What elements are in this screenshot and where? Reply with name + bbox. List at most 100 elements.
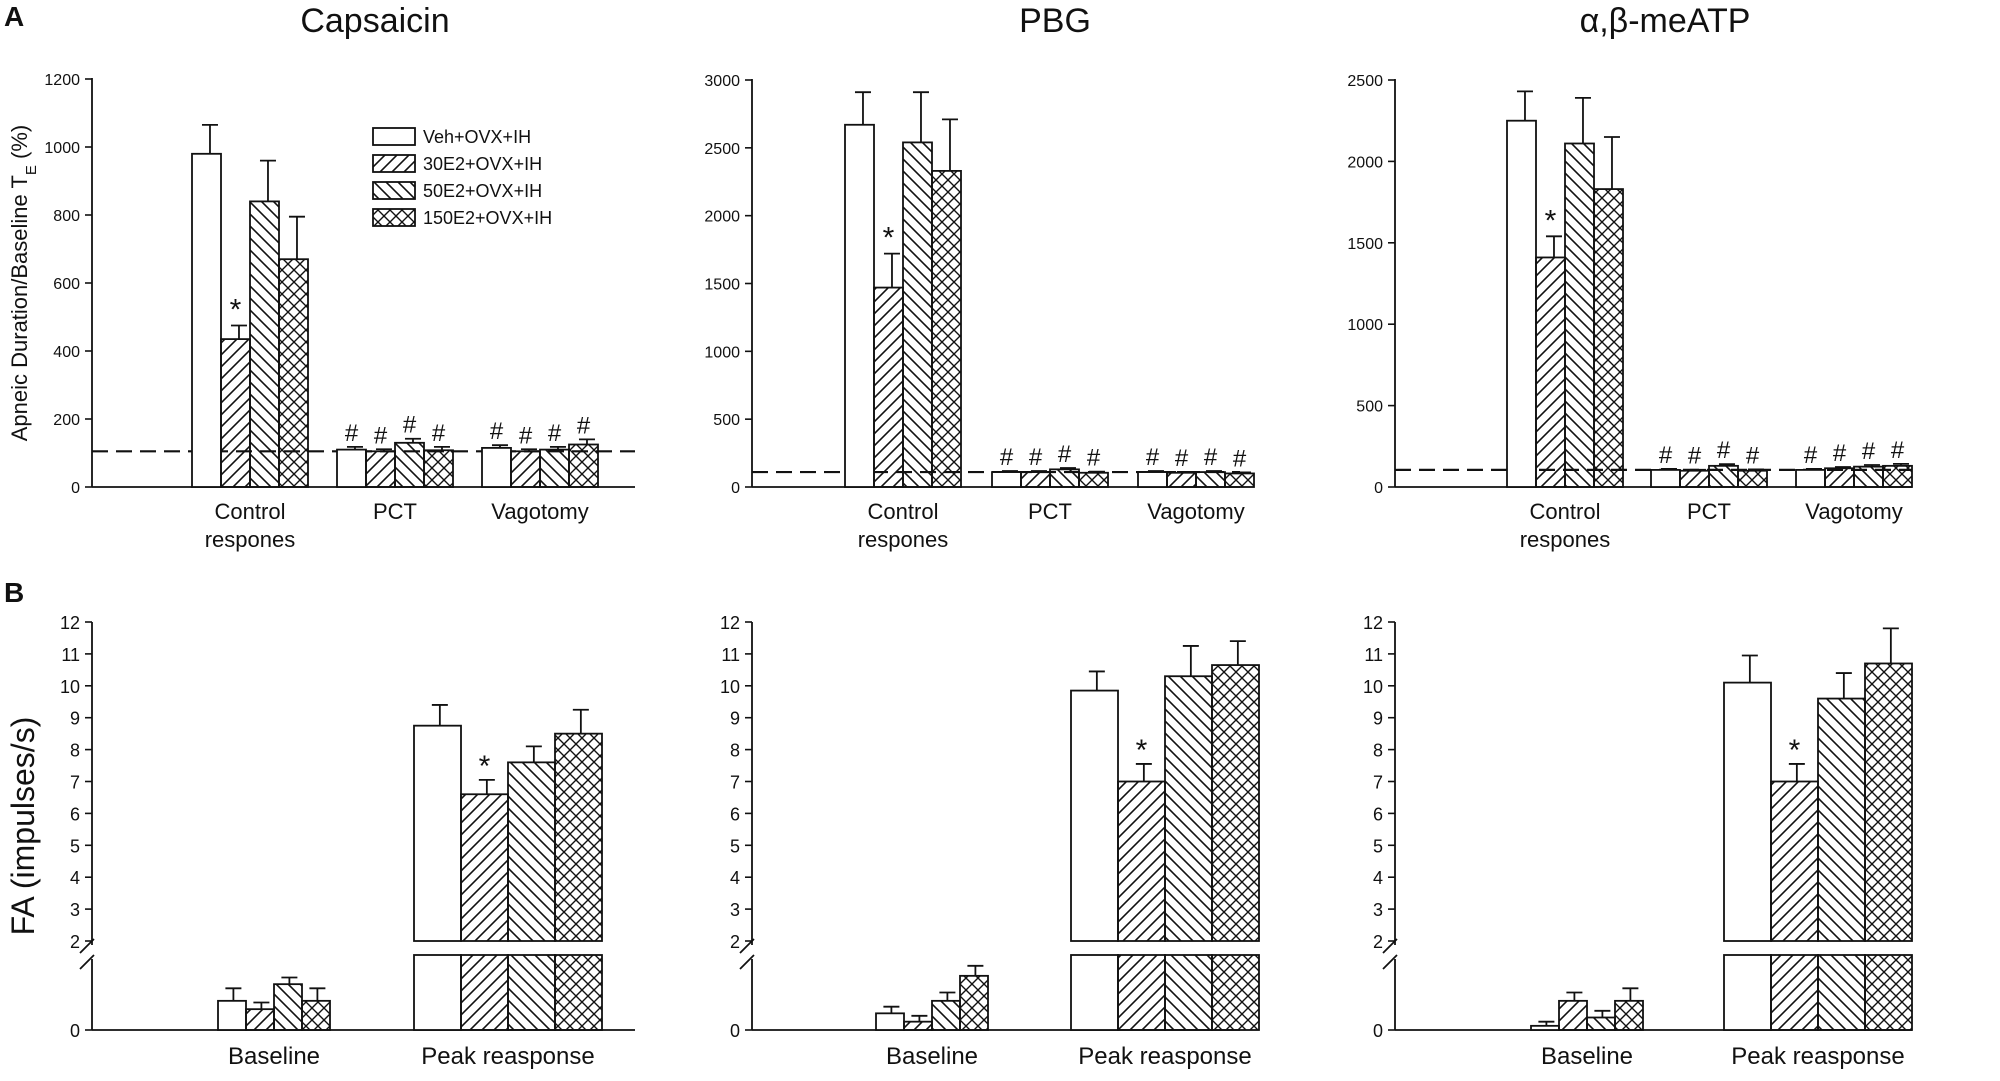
bar: [1593, 188, 1624, 488]
significance-hash: #: [1058, 441, 1072, 468]
y-tick-label: 8: [730, 741, 740, 761]
y-tick-label: 3: [70, 900, 80, 920]
legend-label-50e2: 50E2+OVX+IH: [423, 181, 542, 201]
legend-swatch-veh: [372, 127, 416, 146]
significance-hash: #: [577, 412, 591, 439]
y-tick-label: 6: [70, 804, 80, 824]
bar: [991, 471, 1022, 488]
y-tick-label: 2000: [704, 209, 740, 226]
bar: [365, 450, 396, 488]
bar: [1535, 256, 1566, 488]
legend-swatch-50e2: [372, 181, 416, 200]
bar-lower-segment: [1164, 954, 1213, 1031]
legend: Veh+OVX+IH 30E2+OVX+IH 50E2+OVX+IH 150E2…: [372, 127, 552, 228]
significance-hash: #: [490, 418, 504, 445]
bar: [1882, 464, 1913, 488]
y-tick-label: 2000: [1347, 154, 1383, 171]
bar: [844, 123, 875, 488]
bar: [1708, 464, 1739, 488]
y-tick-label: 0: [1374, 480, 1383, 497]
bar: [875, 1012, 905, 1031]
plots: Capsaicin020040060080010001200*Controlre…: [5, 2, 1913, 1070]
bar: [902, 141, 933, 488]
bar-upper-segment: [554, 732, 603, 942]
y-tick-label: 2: [70, 932, 80, 952]
y-tick-label: 7: [1373, 773, 1383, 793]
x-category-label: respones: [1520, 527, 1611, 552]
legend-label-150e2: 150E2+OVX+IH: [423, 208, 552, 228]
chart-a2: PBG 0 500 1000 1500 2000 2500 3000 * Control respo…: [704, 2, 1255, 552]
bar: [1530, 1024, 1560, 1031]
y-tick-label: 9: [1373, 709, 1383, 729]
significance-star: *: [479, 750, 491, 783]
y-tick-label: 2: [1373, 932, 1383, 952]
y-tick-label: 6: [730, 804, 740, 824]
axis-break-mark: [79, 954, 95, 970]
chart-title: α,β-meATP: [1580, 2, 1751, 40]
significance-hash: #: [1659, 442, 1673, 469]
bar-upper-segment: [1070, 689, 1119, 942]
y-tick-label: 8: [1373, 741, 1383, 761]
significance-hash: #: [1000, 444, 1014, 471]
y-tick-label: 5: [730, 836, 740, 856]
bar: [1614, 999, 1644, 1031]
bar-upper-segment: [1817, 697, 1866, 942]
x-category-label: PCT: [1028, 499, 1072, 524]
bar: [1824, 467, 1855, 488]
y-tick-label: 7: [730, 773, 740, 793]
bar: [1049, 468, 1080, 488]
y-tick-label: 400: [53, 344, 80, 361]
y-tick-label: 7: [70, 773, 80, 793]
bar: [273, 983, 303, 1031]
y-tick-label: 11: [1364, 645, 1383, 665]
bar: [1650, 469, 1681, 488]
significance-star: *: [1136, 734, 1148, 767]
x-category-label: Peak reasponse: [1078, 1043, 1251, 1070]
x-category-label: PCT: [1687, 499, 1731, 524]
significance-hash: #: [1175, 445, 1189, 472]
y-tick-label: 2500: [1347, 73, 1383, 90]
significance-hash: #: [1717, 437, 1731, 464]
y-tick-label: 200: [53, 412, 80, 429]
bar: [959, 974, 989, 1031]
legend-swatch-30e2: [372, 154, 416, 173]
x-category-label: Vagotomy: [1805, 499, 1902, 524]
significance-hash: #: [1804, 442, 1818, 469]
y-axis-label: Apneic Duration/Baseline TE (%): [7, 125, 40, 442]
bar-lower-segment: [1211, 954, 1260, 1031]
axis-break-mark: [739, 954, 755, 970]
bar: [481, 446, 512, 488]
bar: [903, 1020, 933, 1031]
bar: [245, 1008, 275, 1031]
y-tick-label: 3: [1373, 900, 1383, 920]
x-category-label: Baseline: [228, 1043, 320, 1070]
bar: [278, 258, 309, 488]
significance-hash: #: [345, 420, 359, 447]
bar-lower-segment: [1117, 954, 1166, 1031]
significance-hash: #: [432, 420, 446, 447]
x-category-label: respones: [858, 527, 949, 552]
bar: [1020, 471, 1051, 488]
x-category-label: respones: [205, 527, 296, 552]
bar: [1506, 119, 1537, 488]
significance-hash: #: [1746, 442, 1760, 469]
bar: [1078, 471, 1109, 488]
bar-lower-segment: [413, 954, 462, 1031]
x-category-label: Control: [215, 499, 286, 524]
y-tick-label: 0: [731, 480, 740, 497]
bar: [336, 448, 367, 488]
significance-hash: #: [403, 412, 417, 439]
bar: [510, 450, 541, 488]
axis-break-mark: [1382, 954, 1398, 970]
y-tick-label: 600: [53, 276, 80, 293]
bar: [873, 286, 904, 488]
bar-upper-segment: [1117, 780, 1166, 942]
y-tick-label: 10: [60, 677, 80, 697]
bar: [1137, 471, 1168, 488]
x-category-label: Control: [1530, 499, 1601, 524]
y-tick-label: 3: [730, 900, 740, 920]
bar-lower-segment: [1070, 954, 1119, 1031]
y-tick-label: 4: [70, 868, 80, 888]
bar-lower-segment: [1723, 954, 1772, 1031]
